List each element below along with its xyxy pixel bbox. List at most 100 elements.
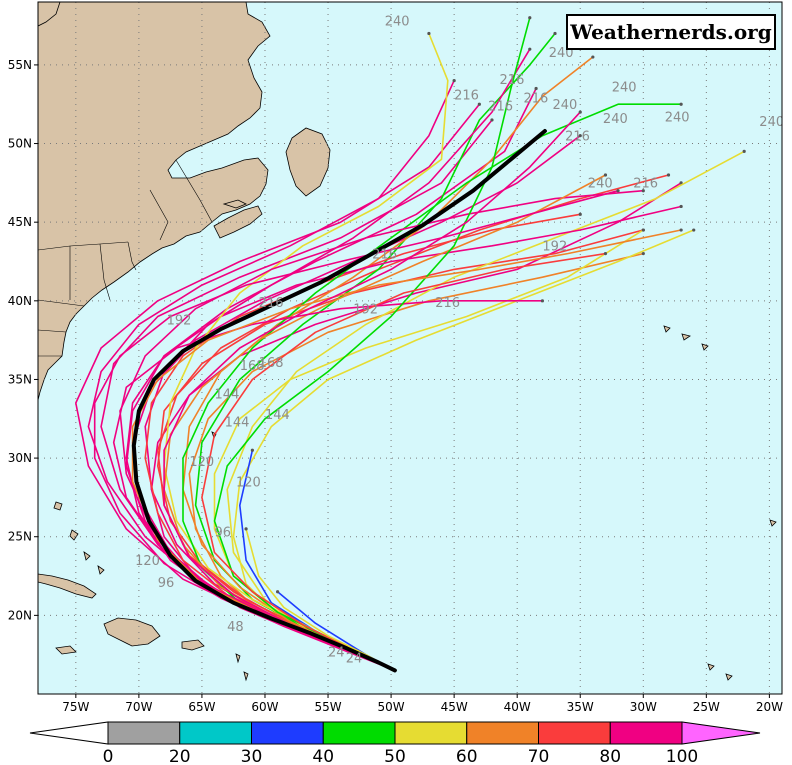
lat-tick-label: 45N	[8, 215, 32, 229]
track-endpoint	[616, 189, 620, 193]
track-endpoint	[641, 228, 645, 232]
forecast-hour-label: 120	[189, 455, 214, 470]
lat-tick-label: 25N	[8, 530, 32, 544]
lat-tick-label: 20N	[8, 608, 32, 622]
lon-tick-label: 20W	[756, 700, 783, 714]
lon-tick-label: 30W	[630, 700, 657, 714]
colorbar-tick-label: 80	[599, 747, 621, 765]
colorbar-tick-label: 0	[103, 747, 114, 765]
lat-tick-label: 35N	[8, 372, 32, 386]
track-endpoint	[578, 110, 582, 114]
lon-tick-label: 35W	[567, 700, 594, 714]
lon-tick-label: 65W	[188, 700, 215, 714]
bahamas-4	[97, 565, 105, 575]
lat-tick-label: 40N	[8, 294, 32, 308]
track-endpoint	[244, 527, 248, 531]
track-endpoint	[641, 252, 645, 256]
track-endpoint	[679, 228, 683, 232]
colorbar-tick-label: 100	[666, 747, 698, 765]
track-endpoint	[275, 590, 280, 594]
forecast-hour-label: 240	[552, 98, 577, 113]
track-endpoint	[591, 55, 595, 59]
greenland-tip	[38, 2, 61, 27]
colorbar-segment	[394, 721, 468, 745]
lon-tick-label: 25W	[693, 700, 720, 714]
north-america-landmass	[38, 2, 271, 401]
forecast-hour-label: 216	[372, 247, 397, 262]
forecast-hour-label: 192	[353, 302, 378, 317]
track-endpoint	[528, 47, 532, 51]
lon-tick-label: 70W	[125, 700, 152, 714]
colorbar-tick-label: 20	[169, 747, 191, 765]
forecast-hour-label: 168	[240, 359, 265, 374]
colorbar-segment	[538, 721, 611, 745]
lon-tick-label: 50W	[378, 700, 405, 714]
forecast-hour-label: 96	[158, 576, 175, 591]
watermark-box: Weathernerds.org	[566, 14, 776, 50]
colorbar-segment	[466, 721, 539, 745]
colorbar-segment	[251, 721, 324, 745]
forecast-hour-label: 216	[435, 296, 460, 311]
forecast-hour-label: 96	[215, 526, 232, 541]
lat-tick-label: 55N	[8, 58, 32, 72]
land-layer	[38, 2, 777, 682]
azores-3	[701, 343, 709, 351]
track-endpoint	[452, 79, 456, 83]
forecast-hour-label: 240	[588, 177, 613, 192]
track-endpoint	[742, 149, 746, 154]
latitude-axis: 20N 25N 30N 35N 40N 45N 50N 55N	[8, 58, 38, 622]
lat-tick-label: 50N	[8, 137, 32, 151]
forecast-hour-label: 240	[612, 81, 637, 96]
forecast-hour-label: 192	[542, 239, 567, 254]
forecast-hour-label: 240	[385, 15, 410, 30]
forecast-hour-label: 144	[265, 408, 290, 423]
colorbar-tick-label: 50	[384, 747, 406, 765]
forecast-hour-label: 120	[135, 554, 160, 569]
forecast-hour-label: 144	[225, 416, 250, 431]
forecast-hour-label: 216	[523, 92, 548, 107]
bahamas-3	[83, 551, 91, 561]
forecast-hour-label: 192	[167, 313, 192, 328]
lon-tick-label: 60W	[251, 700, 278, 714]
colorbar-tick-label: 40	[312, 747, 334, 765]
track-endpoint	[553, 31, 557, 36]
forecast-hour-label: 240	[759, 115, 784, 130]
lat-tick-label: 30N	[8, 451, 32, 465]
colorbar-segment	[681, 721, 761, 745]
lesser-antilles-2	[243, 671, 249, 682]
lon-tick-label: 45W	[441, 700, 468, 714]
map-frame	[37, 1, 783, 695]
track-endpoint	[578, 212, 582, 216]
ensemble-track	[201, 252, 606, 672]
cape-verde-1	[707, 663, 715, 671]
colorbar-tick-label: 30	[241, 747, 263, 765]
forecast-hour-label: 216	[488, 100, 513, 115]
forecast-hour-label: 24	[346, 652, 363, 667]
colorbar-tick-label: 70	[528, 747, 550, 765]
pei	[222, 199, 247, 209]
track-endpoint	[534, 86, 538, 91]
madeira	[769, 519, 777, 527]
longitude-axis: 75W 70W 65W 60W 55W 50W 45W 40W 35W 30W 25W 20W	[62, 694, 783, 714]
colorbar-segment	[29, 721, 109, 745]
track-endpoint	[578, 134, 582, 138]
bahamas-2	[69, 529, 79, 541]
colorbar: 0 20 30 40 50 60 70 80 100	[29, 721, 761, 765]
forecast-hour-label: 216	[454, 89, 479, 104]
track-endpoint	[692, 228, 696, 232]
colorbar-segment	[179, 721, 252, 745]
lesser-antilles-1	[235, 653, 241, 664]
lon-tick-label: 55W	[314, 700, 341, 714]
cape-verde-2	[725, 673, 733, 681]
track-endpoint	[679, 181, 683, 185]
lon-tick-label: 75W	[62, 700, 89, 714]
colorbar-tick-label: 60	[456, 747, 478, 765]
forecast-hour-label: 216	[565, 129, 590, 144]
forecast-hour-label: 240	[665, 111, 690, 126]
track-endpoint	[603, 173, 608, 177]
track-endpoint	[528, 16, 532, 20]
forecast-hour-label: 216	[633, 177, 658, 192]
track-endpoint	[641, 189, 645, 193]
